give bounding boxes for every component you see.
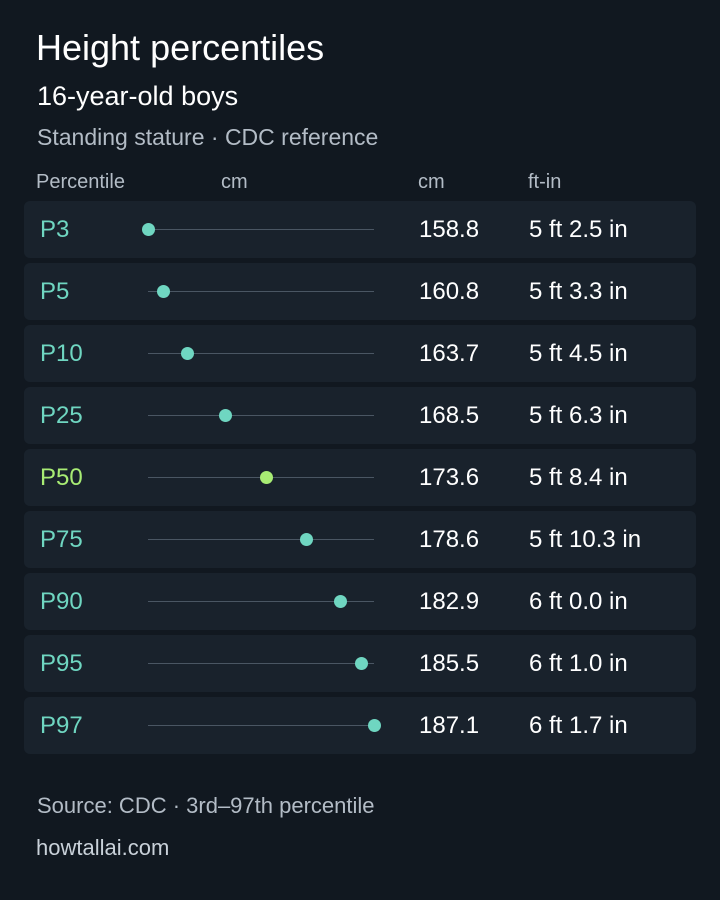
range-track <box>148 229 374 230</box>
height-cm-value: 158.8 <box>419 216 480 243</box>
percentile-label: P5 <box>40 278 70 305</box>
height-ftin-value: 5 ft 3.3 in <box>529 278 628 305</box>
height-ftin-value: 6 ft 1.0 in <box>529 650 628 677</box>
height-marker-dot <box>259 471 273 484</box>
height-marker-dot <box>299 533 313 546</box>
height-marker-dot <box>180 347 194 360</box>
column-header-percentile: Percentile <box>36 171 125 193</box>
column-header-chart: cm <box>221 171 248 193</box>
range-track <box>148 353 374 354</box>
site-link[interactable]: howtallai.com <box>36 835 170 860</box>
range-track <box>148 415 374 416</box>
percentile-label: P97 <box>40 712 83 739</box>
range-track <box>148 601 374 602</box>
chart-caption: Standing stature · CDC reference <box>37 124 379 150</box>
percentile-label: P50 <box>40 464 83 491</box>
range-track <box>148 539 374 540</box>
percentile-label: P10 <box>40 340 83 367</box>
height-cm-value: 168.5 <box>419 402 480 429</box>
height-cm-value: 187.1 <box>419 712 480 739</box>
height-cm-value: 173.6 <box>419 464 480 491</box>
percentile-label: P75 <box>40 526 83 553</box>
height-cm-value: 160.8 <box>419 278 480 305</box>
height-marker-dot <box>333 595 347 608</box>
percentile-row: P50 173.6 5 ft 8.4 in <box>24 449 696 506</box>
percentile-rows: P3 158.8 5 ft 2.5 in P5 160.8 5 ft 3.3 in P10 1… <box>24 201 696 759</box>
height-marker-dot <box>141 223 155 236</box>
percentile-row: P95 185.5 6 ft 1.0 in <box>24 635 696 692</box>
height-marker-dot <box>354 657 368 670</box>
percentile-label: P95 <box>40 650 83 677</box>
percentile-row: P75 178.6 5 ft 10.3 in <box>24 511 696 568</box>
source-note: Source: CDC · 3rd–97th percentile <box>37 793 375 818</box>
chart-title: Height percentiles <box>36 27 325 68</box>
height-ftin-value: 6 ft 0.0 in <box>529 588 628 615</box>
percentile-label: P3 <box>40 216 70 243</box>
height-marker-dot <box>367 719 381 732</box>
height-ftin-value: 5 ft 8.4 in <box>529 464 628 491</box>
height-ftin-value: 5 ft 6.3 in <box>529 402 628 429</box>
column-header-ftin: ft-in <box>528 171 562 193</box>
percentile-row: P97 187.1 6 ft 1.7 in <box>24 697 696 754</box>
percentile-row: P25 168.5 5 ft 6.3 in <box>24 387 696 444</box>
column-header-cm: cm <box>418 171 445 193</box>
height-cm-value: 178.6 <box>419 526 480 553</box>
percentile-row: P90 182.9 6 ft 0.0 in <box>24 573 696 630</box>
percentile-label: P25 <box>40 402 83 429</box>
chart-subtitle: 16-year-old boys <box>37 81 239 111</box>
percentile-row: P3 158.8 5 ft 2.5 in <box>24 201 696 258</box>
height-marker-dot <box>218 409 232 422</box>
height-cm-value: 185.5 <box>419 650 480 677</box>
range-track <box>148 725 374 726</box>
range-track <box>148 663 374 664</box>
range-track <box>148 291 374 292</box>
height-ftin-value: 5 ft 2.5 in <box>529 216 628 243</box>
height-ftin-value: 5 ft 4.5 in <box>529 340 628 367</box>
height-ftin-value: 6 ft 1.7 in <box>529 712 628 739</box>
height-cm-value: 163.7 <box>419 340 480 367</box>
percentile-row: P10 163.7 5 ft 4.5 in <box>24 325 696 382</box>
percentile-row: P5 160.8 5 ft 3.3 in <box>24 263 696 320</box>
height-marker-dot <box>157 285 171 298</box>
percentile-label: P90 <box>40 588 83 615</box>
height-cm-value: 182.9 <box>419 588 480 615</box>
height-ftin-value: 5 ft 10.3 in <box>529 526 642 553</box>
